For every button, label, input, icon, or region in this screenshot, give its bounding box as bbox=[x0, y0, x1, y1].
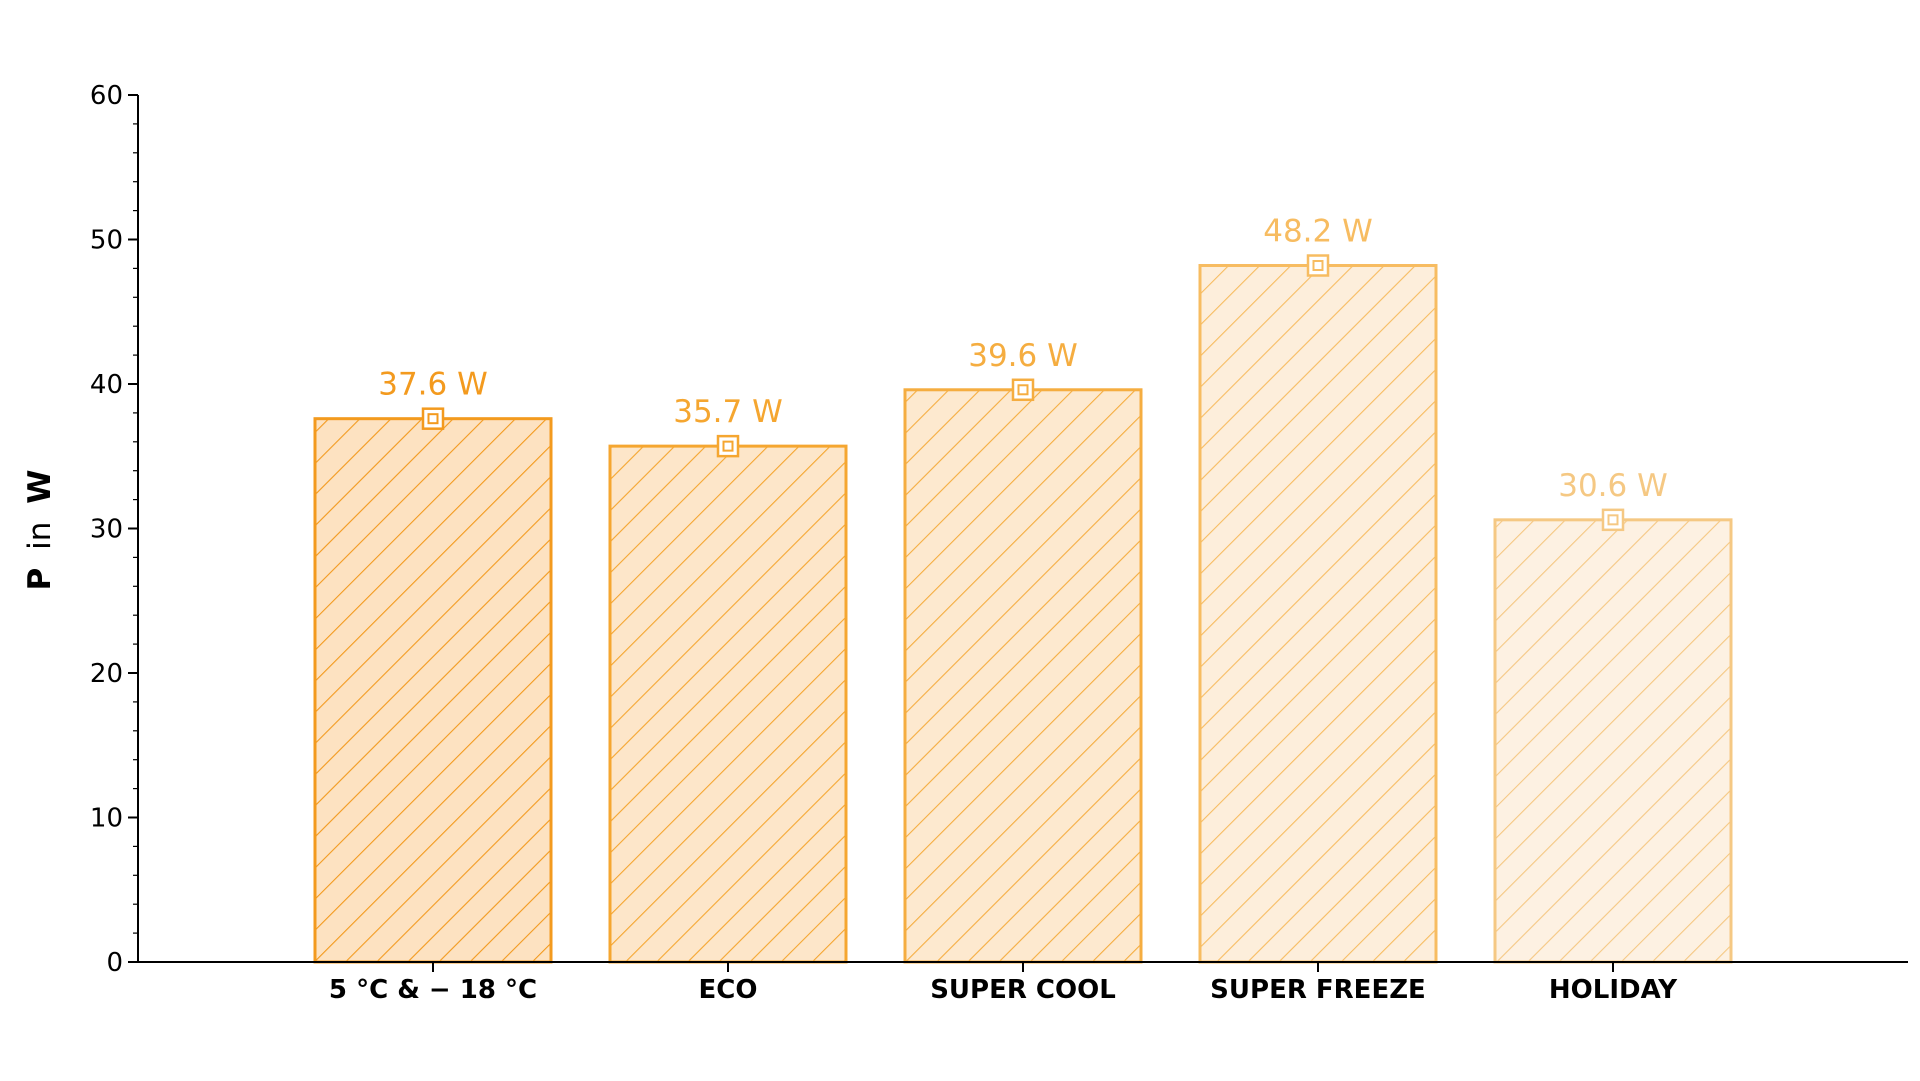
bar-top-marker-inner bbox=[427, 413, 439, 425]
bar-value-label: 35.7 W bbox=[673, 394, 783, 430]
y-tick-label: 40 bbox=[90, 370, 123, 400]
bar-top-marker-inner bbox=[722, 440, 734, 452]
bar-top-marker-inner bbox=[1312, 260, 1324, 272]
bar bbox=[313, 417, 553, 964]
y-axis-title-symbol: P bbox=[22, 568, 58, 591]
bar bbox=[608, 444, 848, 964]
x-category-label: SUPER COOL bbox=[930, 975, 1116, 1005]
bar-top-marker bbox=[1011, 378, 1035, 402]
bar bbox=[903, 388, 1143, 964]
bar-top-marker-inner bbox=[1607, 514, 1619, 526]
y-tick-label: 50 bbox=[90, 226, 123, 256]
y-axis-title-connector: in bbox=[22, 522, 58, 550]
bar-value-label: 37.6 W bbox=[378, 367, 488, 403]
x-category-label: 5 °C & − 18 °C bbox=[329, 975, 537, 1005]
x-axis: 5 °C & − 18 °C ECO SUPER COOL SUPER FREEZE H… bbox=[138, 961, 1908, 1005]
bar-top-marker bbox=[716, 434, 740, 458]
y-tick-label: 60 bbox=[90, 81, 123, 111]
y-axis-title-unit: W bbox=[22, 470, 58, 504]
y-tick-label: 10 bbox=[90, 804, 123, 834]
y-tick-label: 0 bbox=[106, 948, 123, 978]
bar-top-marker bbox=[1306, 254, 1330, 277]
y-tick-label: 30 bbox=[90, 515, 123, 545]
bar-top-marker-inner bbox=[1017, 384, 1029, 396]
bar-value-label: 39.6 W bbox=[968, 338, 1078, 374]
bars-group: 37.6 W 35.7 W 39.6 W 48.2 W 30.6 W bbox=[313, 214, 1733, 964]
x-category-label: SUPER FREEZE bbox=[1210, 975, 1426, 1005]
y-axis-title: P in W bbox=[22, 470, 58, 591]
bar-top-marker bbox=[421, 407, 445, 430]
bar bbox=[1198, 264, 1438, 964]
bar-value-label: 30.6 W bbox=[1558, 468, 1668, 504]
x-category-label: HOLIDAY bbox=[1549, 975, 1678, 1005]
x-category-label: ECO bbox=[699, 975, 758, 1005]
bar bbox=[1493, 518, 1733, 964]
y-tick-label: 20 bbox=[90, 659, 123, 689]
y-axis: 0 10 20 30 40 50 60 bbox=[90, 81, 139, 978]
bar-value-label: 48.2 W bbox=[1263, 214, 1373, 250]
bar-top-marker bbox=[1601, 508, 1625, 532]
